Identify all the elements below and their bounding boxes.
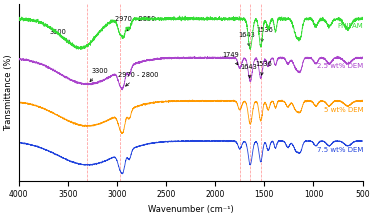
Text: 1643: 1643: [240, 64, 257, 78]
Text: 7.5 wt% DEM: 7.5 wt% DEM: [317, 147, 364, 153]
Text: 2970 - 2859: 2970 - 2859: [116, 16, 156, 31]
Y-axis label: Transmittance (%): Transmittance (%): [4, 54, 13, 131]
Text: 2.5 wt% DEM: 2.5 wt% DEM: [317, 63, 364, 69]
Text: 1749: 1749: [223, 52, 239, 65]
Text: PNIPAM: PNIPAM: [338, 23, 364, 29]
Text: 1536: 1536: [256, 27, 273, 42]
X-axis label: Wavenumber (cm⁻¹): Wavenumber (cm⁻¹): [148, 205, 233, 214]
Text: 1643: 1643: [238, 32, 255, 46]
Text: 5 wt% DEM: 5 wt% DEM: [324, 107, 364, 113]
Text: 2970 - 2800: 2970 - 2800: [118, 72, 159, 86]
Text: 3300: 3300: [90, 68, 108, 82]
Text: 3500: 3500: [50, 29, 70, 43]
Text: 1536: 1536: [255, 61, 272, 75]
